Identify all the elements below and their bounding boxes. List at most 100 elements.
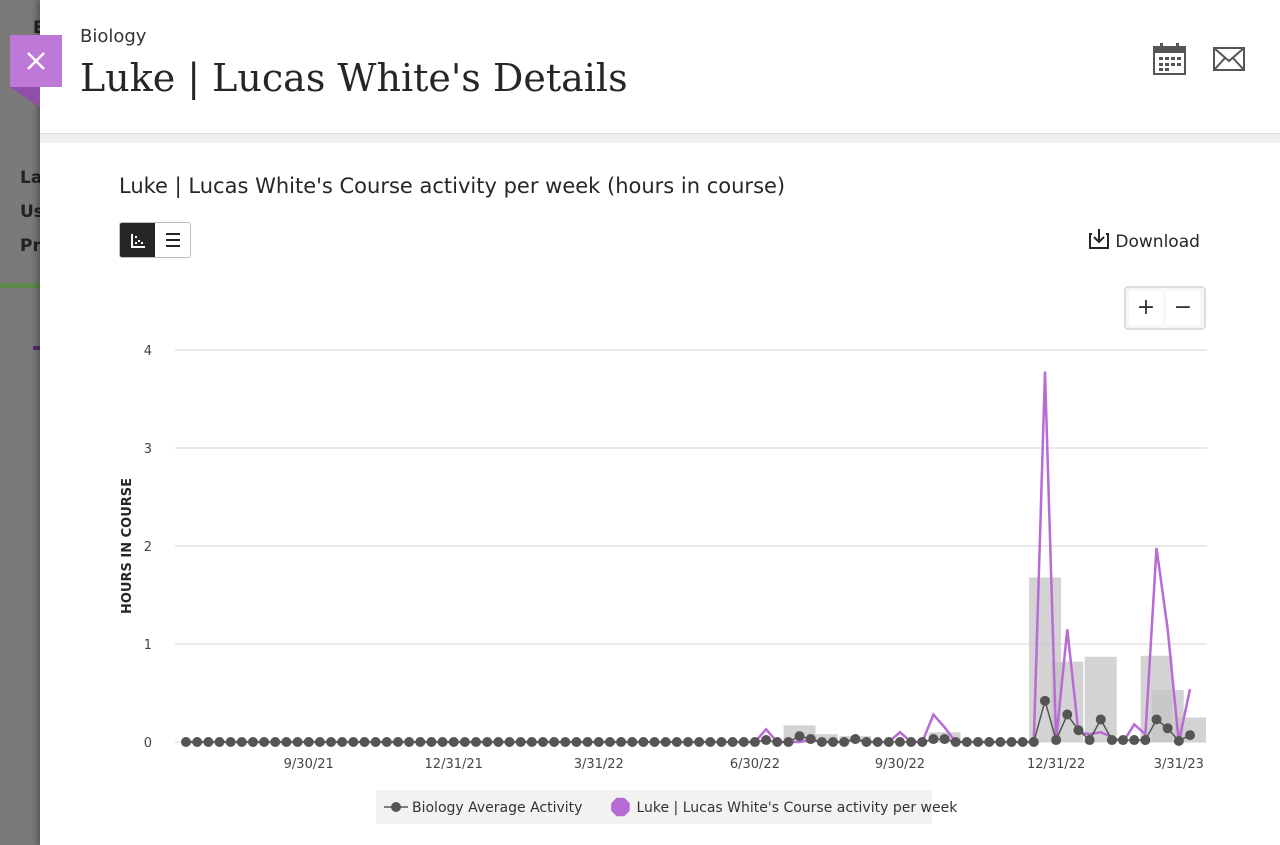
point [370,737,381,747]
zoom-out[interactable]: − [1166,291,1200,325]
point [415,737,426,747]
point [192,737,203,747]
point [772,737,783,747]
point [671,737,682,747]
point [1095,714,1106,725]
point [883,737,894,747]
point [850,734,861,745]
point [1073,725,1084,736]
background-mark [33,346,40,350]
point [181,737,191,747]
point [604,737,615,747]
y-tick-label: 3 [144,442,152,457]
point [1084,735,1095,746]
point [783,737,794,747]
point [1162,723,1173,734]
point [270,737,281,747]
point [683,737,693,747]
point [816,737,827,747]
point [1006,737,1017,747]
point [805,734,816,745]
point [738,737,749,747]
point [593,737,604,747]
point [292,737,303,747]
chart-view-button[interactable] [120,223,155,257]
point [906,737,917,747]
y-tick-label: 0 [144,736,152,751]
point [917,737,928,747]
point [203,737,214,747]
toggle-icons [120,223,190,257]
point [448,737,459,747]
point [392,737,403,747]
point [359,737,370,747]
point [1185,730,1195,741]
point [236,737,247,747]
point [1062,709,1073,720]
point [894,737,905,747]
point [281,737,292,747]
view-toggle [119,222,191,258]
y-axis-label: HOURS IN COURSE [120,478,135,614]
point [961,737,972,747]
background-row: Pr [20,236,41,256]
point [928,734,939,745]
point [794,731,805,742]
legend-label: Luke | Lucas White's Course activity per… [636,800,958,816]
x-tick-label: 6/30/22 [730,757,780,772]
background-bar [0,283,40,288]
background-heading: E [33,18,45,38]
point [705,737,716,747]
close-icon [27,52,45,70]
divider [40,133,1280,143]
background-row: La [20,168,43,188]
x-tick-label: 3/31/23 [1154,757,1204,772]
chart-title: Luke | Lucas White's Course activity per… [119,174,786,198]
legend-label: Biology Average Activity [412,800,582,816]
point [437,737,448,747]
point [537,737,548,747]
point [426,737,437,747]
y-tick-label: 4 [144,344,152,359]
point [1129,735,1140,746]
download-label: Download [1115,232,1200,252]
point [404,737,415,747]
point [1051,735,1062,746]
point [214,737,225,747]
point [303,737,314,747]
point [482,737,493,747]
calendar-button[interactable] [1152,42,1188,76]
point [504,737,515,747]
download-button[interactable]: Download [1088,228,1200,252]
course-name: Biology [80,26,147,47]
point [459,737,470,747]
message-button[interactable] [1212,46,1246,72]
background-row: Us [20,202,44,222]
point [549,737,560,747]
point [861,737,872,747]
point [348,737,359,747]
point [526,737,537,747]
point [973,737,984,747]
point [1039,695,1050,706]
point [839,737,850,747]
point [560,737,571,747]
point [1173,736,1184,747]
panel-title: Luke | Lucas White's Details [80,56,628,100]
x-tick-label: 12/31/22 [1027,757,1085,772]
point [1017,737,1028,747]
point [314,737,325,747]
point [493,737,504,747]
point [1118,735,1129,746]
point [582,737,593,747]
point [761,735,772,746]
point [616,737,627,747]
close-fold [10,87,40,107]
close-button[interactable] [10,35,62,87]
zoom-in[interactable]: + [1129,291,1163,325]
point [727,737,738,747]
x-tick-label: 9/30/21 [284,757,334,772]
point [326,737,337,747]
point [828,737,839,747]
point [1151,714,1162,725]
